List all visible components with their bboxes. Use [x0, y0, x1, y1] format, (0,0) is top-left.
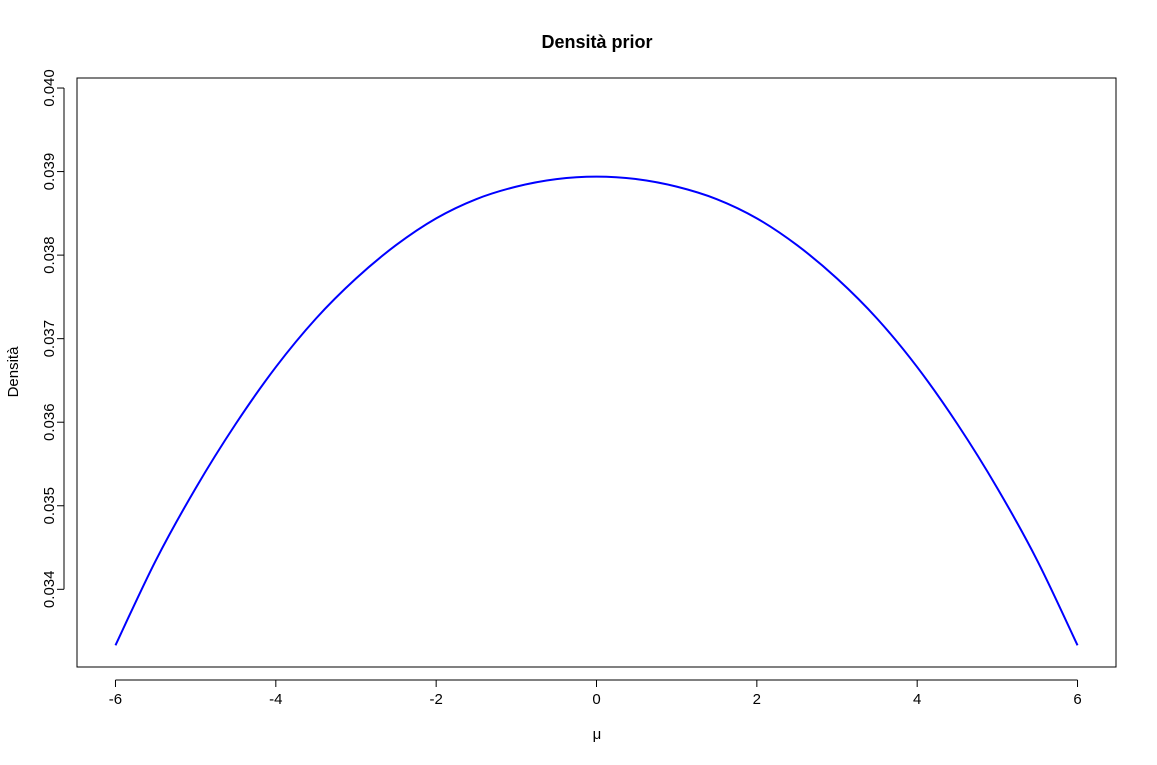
density-curve [114, 175, 1079, 646]
y-tick-label: 0.035 [41, 487, 58, 525]
y-tick-label: 0.038 [41, 236, 58, 274]
y-tick-label: 0.036 [41, 403, 58, 441]
chart-title: Densità prior [541, 32, 652, 52]
y-axis: 0.034 0.035 0.036 0.037 0.038 0.039 0.040 [41, 69, 65, 609]
x-tick-label: 4 [913, 691, 921, 708]
x-tick-label: -6 [109, 691, 122, 708]
x-tick-label: 2 [753, 691, 761, 708]
x-tick-label: -4 [269, 691, 282, 708]
x-tick-label: 6 [1073, 691, 1081, 708]
y-tick-label: 0.040 [41, 69, 58, 107]
x-tick-label: 0 [592, 691, 600, 708]
y-tick-label: 0.039 [41, 153, 58, 191]
y-tick-label: 0.034 [41, 571, 58, 609]
x-axis: -6 -4 -2 0 2 4 6 [109, 679, 1082, 708]
x-tick-label: -2 [429, 691, 442, 708]
y-tick-label: 0.037 [41, 320, 58, 358]
plot-frame [76, 77, 1117, 668]
x-axis-label: μ [593, 726, 602, 743]
y-axis-label: Densità [5, 346, 22, 398]
